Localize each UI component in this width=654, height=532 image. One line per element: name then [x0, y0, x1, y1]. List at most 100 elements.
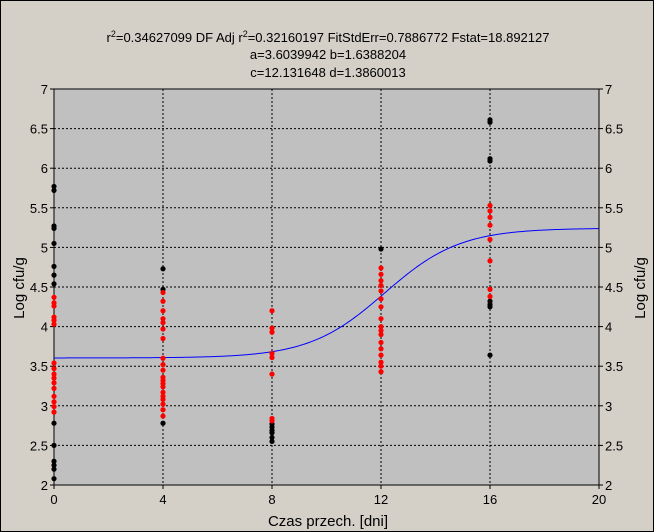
data-point [378, 369, 384, 375]
y-tick-label-left: 3 [41, 399, 48, 414]
data-point [51, 399, 57, 405]
x-tick-label: 16 [483, 492, 497, 507]
data-point [51, 272, 57, 278]
data-point [160, 289, 166, 296]
data-point [487, 236, 493, 243]
data-point [51, 187, 57, 193]
data-point [378, 246, 384, 252]
data-point [378, 327, 384, 334]
data-point [378, 304, 384, 310]
y-tick-label-right: 3.5 [605, 359, 623, 374]
y-tick-label-left: 7 [41, 82, 48, 97]
data-point [160, 316, 166, 322]
data-point [378, 339, 384, 346]
data-point [51, 375, 57, 381]
data-point [378, 282, 384, 289]
data-point [51, 303, 57, 309]
data-point [378, 271, 384, 277]
data-point [51, 321, 57, 327]
x-tick-label: 0 [50, 492, 57, 507]
data-point [51, 403, 57, 410]
x-tick-label: 8 [268, 492, 275, 507]
y-tick-label-left: 3.5 [30, 359, 48, 374]
data-point [160, 362, 166, 368]
data-point [378, 296, 384, 302]
y-tick-label-right: 4.5 [605, 280, 623, 295]
params-line-1: a=3.6039942 b=1.6388204 [250, 47, 406, 62]
x-tick-label: 20 [592, 492, 606, 507]
data-point [487, 208, 493, 214]
data-point [378, 288, 384, 294]
data-point [51, 385, 57, 391]
y-tick-label-left: 4.5 [30, 280, 48, 295]
data-point [160, 384, 166, 390]
data-point [160, 389, 166, 395]
data-point [269, 325, 275, 331]
data-point [51, 225, 57, 231]
data-point [487, 293, 493, 300]
data-point [487, 119, 493, 125]
data-point [160, 407, 166, 413]
data-point [160, 298, 166, 304]
x-tick-label: 4 [159, 492, 166, 507]
data-point [51, 380, 57, 386]
data-point [160, 367, 166, 373]
fit-curve [54, 228, 600, 359]
data-point [269, 430, 275, 436]
data-point [51, 365, 57, 372]
data-point [51, 360, 57, 366]
data-point [160, 401, 166, 407]
data-point [51, 393, 57, 399]
data-point [487, 158, 493, 164]
data-point [160, 396, 166, 403]
data-point [51, 466, 57, 472]
y-tick-label-right: 7 [605, 82, 612, 97]
y-tick-label-right: 5 [605, 240, 612, 255]
y-tick-label-left: 2 [41, 478, 48, 493]
data-point [487, 286, 493, 292]
data-point [160, 326, 166, 332]
stats-line: r2=0.34627099 DF Adj r2=0.32160197 FitSt… [107, 29, 550, 45]
y-axis-right: 2 2.5 3 3.5 4 4.5 5 5.5 6 6.5 7 [599, 82, 623, 493]
data-point [160, 266, 166, 272]
data-point [51, 476, 57, 482]
data-point [487, 258, 493, 264]
data-point [269, 308, 275, 314]
grid [54, 89, 599, 485]
data-point [269, 354, 275, 361]
data-point [269, 418, 275, 424]
data-point [269, 438, 275, 445]
x-tick-label: 12 [374, 492, 388, 507]
data-point [487, 304, 493, 310]
data-point [160, 355, 166, 361]
y-tick-label-right: 6 [605, 161, 612, 176]
data-point [269, 434, 275, 441]
data-point [378, 278, 384, 284]
y-tick-label-left: 6 [41, 161, 48, 176]
data-point [269, 371, 275, 377]
y-tick-label-right: 4 [605, 320, 612, 335]
data-point [51, 420, 57, 426]
data-point [269, 350, 275, 357]
data-point [51, 281, 57, 287]
data-point [378, 265, 384, 271]
y-axis-label-right: Log cfu/g [632, 257, 649, 319]
y-tick-label-right: 2.5 [605, 438, 623, 453]
data-point [378, 324, 384, 330]
data-point [51, 371, 57, 377]
x-axis: 0 4 8 12 16 20 [50, 485, 606, 507]
data-point [378, 346, 384, 352]
y-tick-label-right: 3 [605, 399, 612, 414]
data-point [378, 331, 384, 338]
data-point [51, 317, 57, 323]
data-point [160, 420, 166, 426]
y-tick-label-left: 6.5 [30, 122, 48, 137]
y-axis-label-left: Log cfu/g [11, 257, 28, 319]
data-point [51, 462, 57, 468]
data-point [51, 409, 57, 415]
data-point [160, 308, 166, 314]
y-tick-label-right: 2 [605, 478, 612, 493]
data-point [160, 413, 166, 419]
